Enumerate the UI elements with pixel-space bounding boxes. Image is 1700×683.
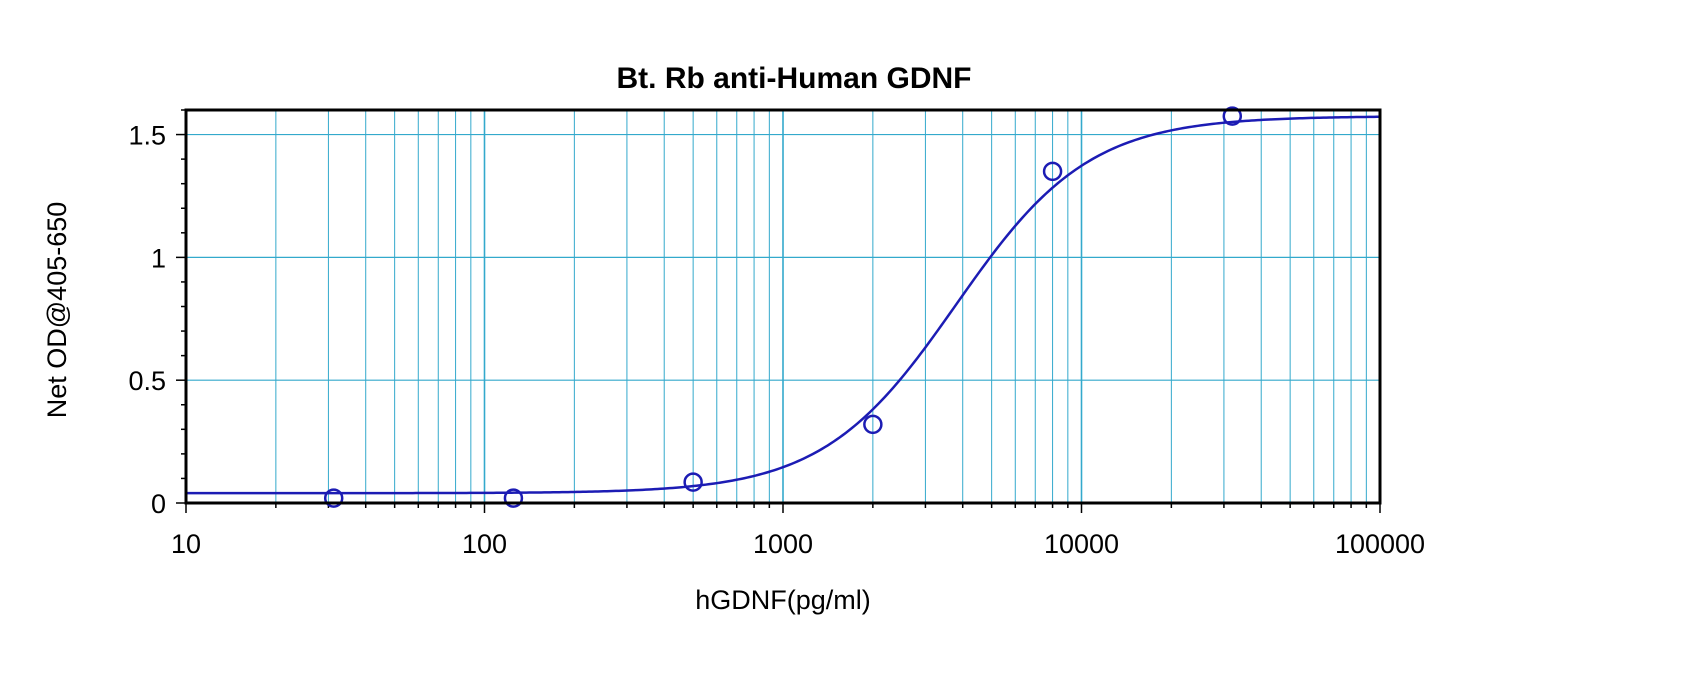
x-tick-label: 1000: [753, 529, 813, 559]
y-tick-label: 1: [151, 243, 166, 273]
x-axis-label: hGDNF(pg/ml): [695, 585, 871, 615]
x-tick-label: 100000: [1335, 529, 1425, 559]
plot-frame: [184, 108, 1382, 505]
x-tick-label: 10000: [1044, 529, 1119, 559]
chart-title: Bt. Rb anti-Human GDNF: [617, 62, 972, 95]
grid: [186, 110, 1380, 503]
y-tick-label: 0.5: [128, 366, 166, 396]
data-point: [863, 414, 883, 435]
x-tick-label: 100: [462, 529, 507, 559]
y-tick-labels: 0 0.5 1 1.5: [128, 121, 166, 519]
data-point: [323, 488, 344, 508]
data-point: [683, 472, 703, 492]
data-point: [1222, 106, 1243, 126]
y-tick-label: 0: [151, 489, 166, 519]
data-points: [323, 106, 1243, 508]
x-tick-labels: 10 100 1000 10000 100000: [171, 529, 1425, 559]
y-tick-label: 1.5: [128, 121, 166, 151]
ticks: [176, 109, 1381, 513]
y-axis-label: Net OD@405-650: [42, 202, 72, 419]
x-tick-label: 10: [171, 529, 201, 559]
data-point: [1042, 161, 1063, 182]
data-point: [503, 488, 524, 508]
fit-curve: [186, 115, 1381, 495]
